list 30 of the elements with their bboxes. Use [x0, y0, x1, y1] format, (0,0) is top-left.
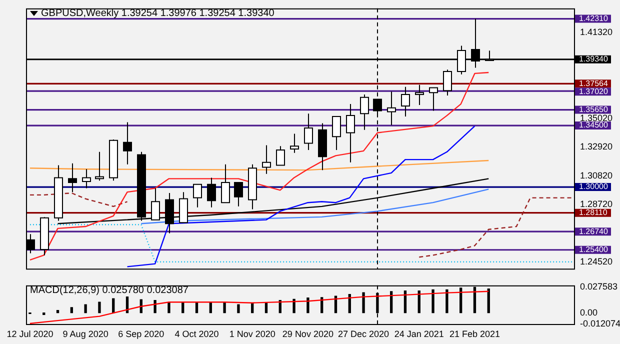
y-tick-label: 0.00: [580, 307, 598, 318]
x-tick-label: 9 Aug 2020: [62, 328, 108, 339]
ref-line-label: 1.37564: [579, 78, 608, 88]
ref-line-label: 1.30000: [579, 182, 608, 192]
ref-line-label: 1.37020: [579, 86, 608, 96]
x-tick-label: 24 Jan 2021: [394, 328, 444, 339]
ref-line-label: 1.26740: [579, 226, 608, 236]
x-tick-label: 29 Nov 2020: [282, 328, 334, 339]
x-tick-label: 6 Sep 2020: [118, 328, 164, 339]
y-tick-label: 1.41320: [580, 26, 613, 37]
ref-line-label: 1.35650: [579, 105, 608, 114]
x-tick-label: 1 Nov 2020: [229, 328, 276, 339]
chart-title: GBPUSD,Weekly 1.39254 1.39976 1.39254 1.39340: [41, 8, 274, 20]
x-tick-label: 27 Dec 2020: [338, 328, 390, 339]
ref-line-label: 1.42310: [579, 14, 608, 23]
ref-line-label: 1.39340: [579, 54, 608, 64]
y-tick-label: 1.30820: [580, 170, 613, 180]
x-tick-label: 4 Oct 2020: [174, 328, 219, 339]
ref-line-label: 1.28110: [579, 208, 608, 218]
y-tick-label: 1.32920: [580, 142, 613, 152]
x-tick-label: 12 Jul 2020: [6, 328, 54, 339]
y-tick-label: 1.28720: [580, 198, 613, 209]
x-tick-label: 21 Feb 2021: [449, 328, 500, 339]
y-tick-label: 1.35020: [580, 112, 613, 123]
ref-line-label: 1.25400: [579, 245, 608, 254]
y-tick-label: -0.012074: [580, 318, 620, 328]
ref-line-label: 1.34500: [579, 120, 608, 130]
y-tick-label: 1.24520: [580, 256, 613, 266]
y-tick-label: 0.027583: [580, 282, 618, 292]
chart-title: MACD(12,26,9) 0.025780 0.023087: [30, 285, 188, 296]
